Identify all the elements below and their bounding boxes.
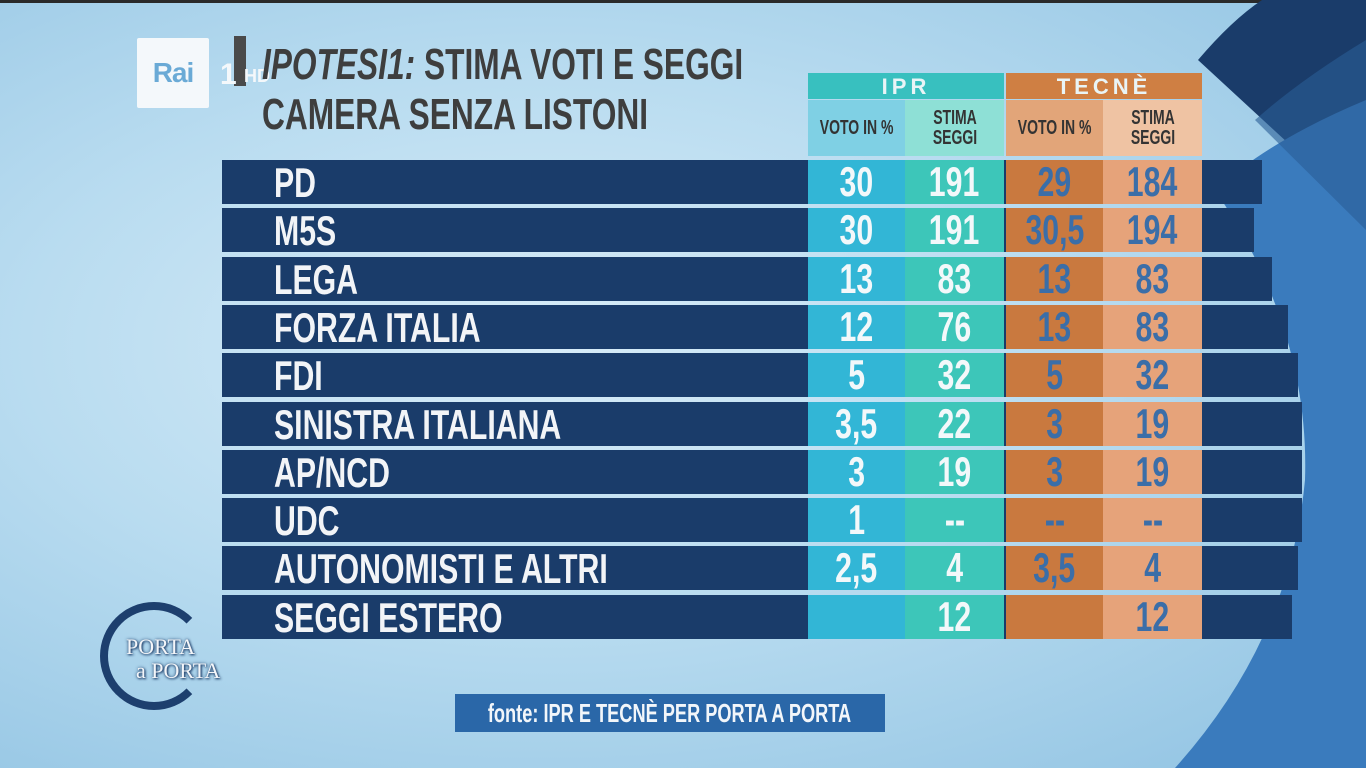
ipr-seggi-cell: 76	[905, 303, 1004, 350]
party-name: PD	[274, 159, 317, 206]
table-row: AP/NCD 3 19 3 19	[222, 448, 1302, 496]
tecne-seggi-cell: --	[1103, 496, 1202, 543]
party-name: FDI	[274, 352, 323, 400]
tecne-seggi-cell: 194	[1103, 206, 1202, 253]
ipr-voto-cell: 13	[808, 255, 905, 302]
party-name: SINISTRA ITALIANA	[274, 400, 562, 448]
party-name: AUTONOMISTI E ALTRI	[274, 545, 608, 593]
ipr-seggi-cell: --	[905, 496, 1004, 543]
tecne-voto-cell: --	[1006, 496, 1103, 543]
table-row: M5S 30 191 30,5 194	[222, 206, 1254, 255]
party-name: AP/NCD	[274, 448, 390, 496]
party-name: SEGGI ESTERO	[274, 593, 503, 641]
table-row: AUTONOMISTI E ALTRI 2,5 4 3,5 4	[222, 544, 1298, 593]
tecne-voto-cell: 5	[1006, 351, 1103, 398]
ipr-seggi-cell: 83	[905, 255, 1004, 302]
table-row: FORZA ITALIA 12 76 13 83	[222, 303, 1288, 351]
ipr-seggi-cell: 32	[905, 351, 1004, 398]
ipr-voto-cell: 3,5	[808, 400, 905, 447]
ipr-voto-cell: 3	[808, 448, 905, 495]
tecne-voto-cell: 13	[1006, 303, 1103, 350]
rai1-hd-logo: 1 HD	[212, 36, 270, 108]
ipr-seggi-cell: 19	[905, 448, 1004, 495]
tecne-seggi-cell: 32	[1103, 351, 1202, 398]
ipr-voto-cell: 1	[808, 496, 905, 543]
ipr-voto-cell: 2,5	[808, 544, 905, 591]
party-name: UDC	[274, 497, 340, 545]
ipr-voto-cell: 30	[808, 158, 905, 205]
table-row: FDI 5 32 5 32	[222, 351, 1298, 400]
porta-a-porta-logo: PORTA a PORTA	[96, 602, 236, 720]
source-footer: fonte: IPR E TECNÈ PER PORTA A PORTA	[455, 694, 885, 732]
page-title: IPOTESI1: STIMA VOTI E SEGGI CAMERA SENZ…	[262, 40, 743, 140]
ipr-voto-cell: 30	[808, 206, 905, 253]
tecne-seggi-header: STIMA SEGGI	[1103, 100, 1202, 156]
table-row: UDC 1 -- -- --	[222, 496, 1302, 545]
tecne-header-bg	[1006, 73, 1202, 99]
ipr-seggi-cell: 22	[905, 400, 1004, 447]
ipr-seggi-header: STIMA SEGGI	[905, 100, 1004, 156]
tecne-voto-cell: 30,5	[1006, 206, 1103, 253]
tecne-voto-cell: 29	[1006, 158, 1103, 205]
tecne-seggi-cell: 4	[1103, 544, 1202, 591]
ipr-voto-cell: 5	[808, 351, 905, 398]
ipr-seggi-cell: 12	[905, 593, 1004, 640]
ipr-seggi-cell: 191	[905, 206, 1004, 253]
title-line1: STIMA VOTI E SEGGI	[423, 40, 744, 89]
table-row: PD 30 191 29 184	[222, 158, 1262, 206]
ipr-voto-header: VOTO IN %	[808, 100, 905, 156]
tecne-voto-header: VOTO IN %	[1006, 100, 1103, 156]
tecne-voto-cell: 3	[1006, 448, 1103, 495]
table-row: SINISTRA ITALIANA 3,5 22 3 19	[222, 400, 1302, 448]
tecne-seggi-cell: 12	[1103, 593, 1202, 640]
ipr-seggi-cell: 191	[905, 158, 1004, 205]
table-row: LEGA 13 83 13 83	[222, 255, 1272, 303]
ipr-voto-cell: 12	[808, 303, 905, 350]
title-line2: CAMERA SENZA LISTONI	[262, 90, 649, 139]
table-row: SEGGI ESTERO 12 12	[222, 593, 1292, 641]
tecne-seggi-cell: 19	[1103, 448, 1202, 495]
tecne-voto-cell: 3,5	[1006, 544, 1103, 591]
tecne-voto-cell: 3	[1006, 400, 1103, 447]
top-border	[0, 0, 1366, 3]
tecne-seggi-cell: 83	[1103, 303, 1202, 350]
tecne-seggi-cell: 184	[1103, 158, 1202, 205]
rai-logo: Rai	[137, 38, 209, 108]
tecne-seggi-cell: 19	[1103, 400, 1202, 447]
party-name: M5S	[274, 207, 337, 255]
title-prefix: IPOTESI1:	[262, 40, 416, 89]
tecne-voto-cell: 13	[1006, 255, 1103, 302]
ipr-voto-cell	[808, 594, 905, 639]
party-name: LEGA	[274, 255, 359, 303]
tecne-seggi-cell: 83	[1103, 255, 1202, 302]
tecne-voto-cell	[1006, 594, 1103, 639]
tecne-header: TECNÈ	[1056, 74, 1152, 99]
ipr-header: IPR	[881, 74, 931, 99]
ipr-header-bg	[808, 73, 1004, 99]
party-name: FORZA ITALIA	[274, 303, 481, 351]
ipr-seggi-cell: 4	[905, 544, 1004, 591]
